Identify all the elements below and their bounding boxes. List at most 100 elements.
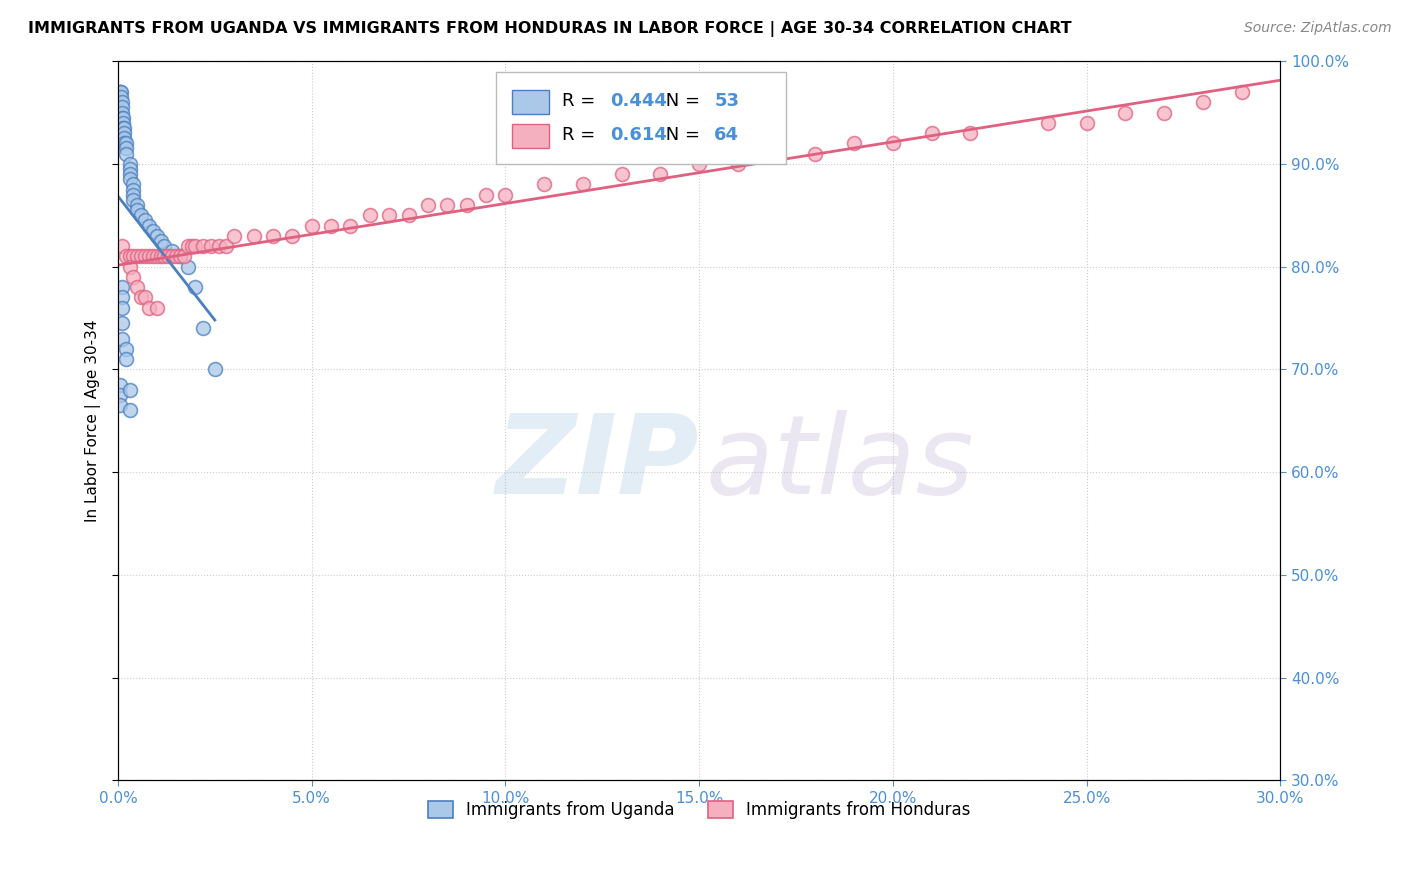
Point [1114,105,1136,120]
Point [149,234,172,248]
Point [108,85,131,99]
Text: R =: R = [562,126,600,145]
Point [533,178,555,192]
Point [127,203,149,218]
Point [157,249,180,263]
Point [127,280,149,294]
Point [108,388,131,402]
Point [129,249,152,263]
Point [215,239,238,253]
Point [138,249,160,263]
Point [959,126,981,140]
Point [122,187,145,202]
Point [149,249,172,263]
Point [921,126,943,140]
Point [114,249,136,263]
Y-axis label: In Labor Force | Age 30-34: In Labor Force | Age 30-34 [86,319,101,522]
Point [127,249,149,263]
Point [112,131,135,145]
Point [118,167,141,181]
Point [1230,85,1253,99]
Point [118,249,141,263]
Text: IMMIGRANTS FROM UGANDA VS IMMIGRANTS FROM HONDURAS IN LABOR FORCE | AGE 30-34 CO: IMMIGRANTS FROM UGANDA VS IMMIGRANTS FRO… [28,21,1071,37]
Point [204,362,226,376]
Point [134,290,156,304]
Point [193,321,215,335]
Point [173,249,195,263]
Point [727,157,749,171]
Point [200,239,222,253]
Point [118,172,141,186]
Point [262,228,284,243]
Point [184,280,207,294]
Point [436,198,458,212]
Point [882,136,904,151]
Text: ZIP: ZIP [496,410,699,517]
Point [112,136,135,151]
Point [416,198,439,212]
Point [142,224,165,238]
Point [110,90,132,104]
Point [177,239,200,253]
Point [111,316,134,330]
Point [111,116,134,130]
Point [242,228,264,243]
Text: 0.614: 0.614 [610,126,666,145]
Point [1192,95,1215,110]
Point [127,198,149,212]
Point [111,120,134,135]
Point [844,136,866,151]
Point [142,249,165,263]
Point [108,398,131,412]
Point [180,239,202,253]
Point [1153,105,1175,120]
Point [145,249,167,263]
Point [193,239,215,253]
Point [319,219,342,233]
Point [118,403,141,417]
Point [145,228,167,243]
Point [111,111,134,125]
Text: atlas: atlas [704,410,973,517]
Point [456,198,478,212]
Point [1076,116,1098,130]
Point [111,332,134,346]
Text: N =: N = [659,93,706,111]
Legend: Immigrants from Uganda, Immigrants from Honduras: Immigrants from Uganda, Immigrants from … [420,795,977,826]
FancyBboxPatch shape [496,72,786,164]
Point [138,219,160,233]
Point [122,183,145,197]
Point [111,111,134,125]
Text: 0.444: 0.444 [610,93,666,111]
Point [111,239,134,253]
Point [111,301,134,315]
Point [118,260,141,274]
Point [145,301,167,315]
Point [160,249,183,263]
Point [114,136,136,151]
Point [650,167,672,181]
Point [610,167,633,181]
Text: 53: 53 [714,93,740,111]
Point [111,280,134,294]
Point [108,377,131,392]
Point [339,219,361,233]
Point [688,157,710,171]
FancyBboxPatch shape [512,90,550,114]
Point [138,301,160,315]
Point [765,146,787,161]
Point [111,105,134,120]
Point [112,120,135,135]
Point [378,208,401,222]
Point [114,352,136,367]
Point [494,187,516,202]
Point [224,228,246,243]
Point [165,249,187,263]
Point [184,239,207,253]
Point [134,213,156,227]
Point [118,383,141,397]
Point [122,269,145,284]
Point [134,249,156,263]
Point [114,342,136,356]
Text: 64: 64 [714,126,740,145]
